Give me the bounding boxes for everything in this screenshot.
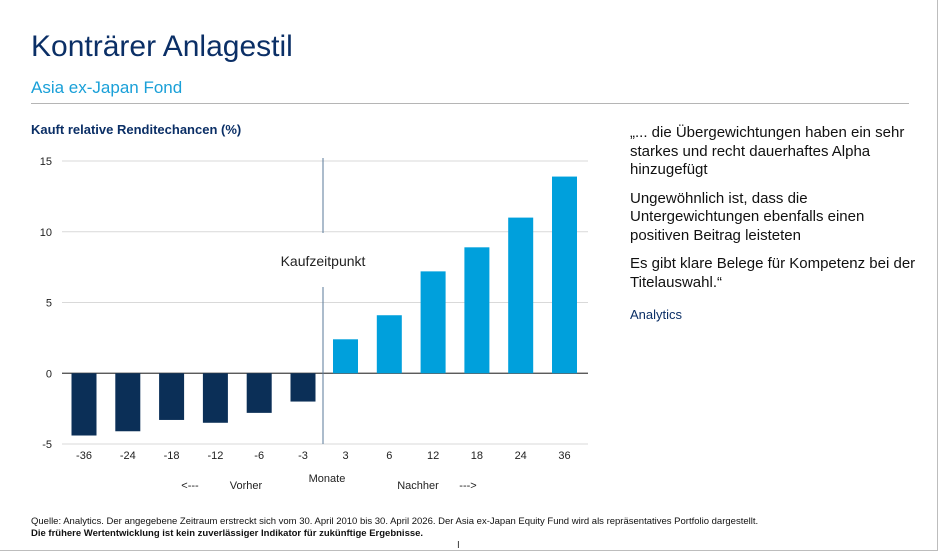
x-tick-label: 6 xyxy=(386,450,392,462)
y-tick-label: 5 xyxy=(46,298,52,310)
x-tick-label: -12 xyxy=(207,450,223,462)
bar xyxy=(71,373,97,436)
bar xyxy=(333,339,358,374)
bar xyxy=(552,176,577,374)
bar xyxy=(420,271,446,374)
bar xyxy=(159,373,185,420)
bar xyxy=(246,373,272,413)
quote-source: Analytics xyxy=(630,307,683,322)
x-tick-label: -18 xyxy=(164,450,180,462)
bar xyxy=(508,217,534,374)
bar xyxy=(464,247,490,374)
bar xyxy=(290,373,316,402)
header-divider xyxy=(31,103,909,104)
footer-notes: Quelle: Analytics. Der angegebene Zeitra… xyxy=(31,516,921,540)
x-tick-label: 36 xyxy=(558,450,570,462)
before-arrow: <--- xyxy=(181,480,199,492)
page-title: Konträrer Anlagestil xyxy=(31,30,293,63)
quote-block: „... die Übergewichtungen haben ein sehr… xyxy=(630,124,920,325)
bar xyxy=(376,315,402,374)
quote-paragraph-1: „... die Übergewichtungen haben ein sehr… xyxy=(630,124,905,178)
y-tick-label: 15 xyxy=(40,156,52,168)
chart-title: Kauft relative Renditechancen (%) xyxy=(31,122,242,137)
quote-paragraph-2: Ungewöhnlich ist, dass die Untergewichtu… xyxy=(630,189,865,244)
page-subtitle: Asia ex-Japan Fond xyxy=(31,78,183,97)
x-tick-label: 18 xyxy=(471,450,483,462)
x-tick-label: 12 xyxy=(427,450,439,462)
bar xyxy=(202,373,228,423)
quote-paragraph-3: Es gibt klare Belege für Kompetenz bei d… xyxy=(630,255,916,291)
x-tick-label: 3 xyxy=(342,450,348,462)
y-tick-label: -5 xyxy=(42,439,52,451)
purchase-point-label: Kaufzeitpunkt xyxy=(281,253,366,269)
x-tick-label: -36 xyxy=(76,450,92,462)
y-tick-label: 10 xyxy=(40,227,52,239)
x-axis-label: Monate xyxy=(309,473,346,485)
after-arrow: ---> xyxy=(459,480,476,492)
footer-source-line: Quelle: Analytics. Der angegebene Zeitra… xyxy=(31,516,759,527)
before-label: Vorher xyxy=(230,480,263,492)
after-label: Nachher xyxy=(397,480,439,492)
x-tick-label: 24 xyxy=(515,450,527,462)
x-tick-label: -6 xyxy=(254,450,264,462)
footer-disclaimer: Die frühere Wertentwicklung ist kein zuv… xyxy=(31,528,424,539)
bar xyxy=(115,373,141,432)
x-tick-label: -24 xyxy=(120,450,136,462)
text-cursor-icon: I xyxy=(457,540,460,551)
y-tick-label: 0 xyxy=(46,368,52,380)
x-tick-label: -3 xyxy=(298,450,308,462)
